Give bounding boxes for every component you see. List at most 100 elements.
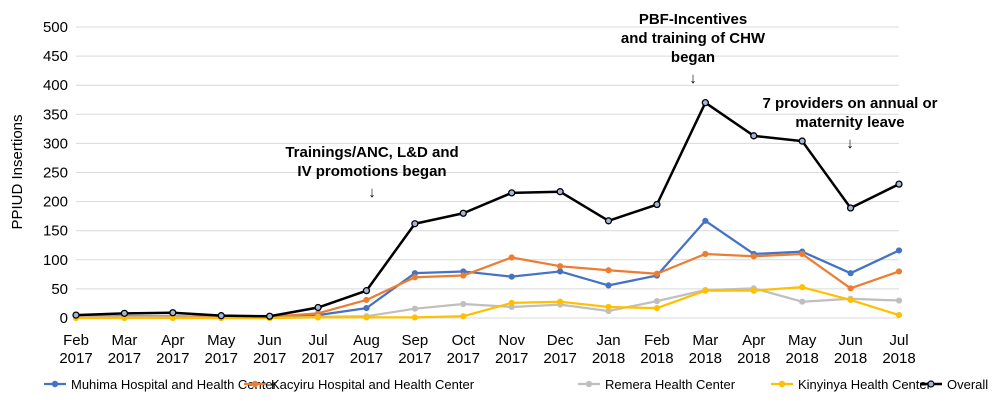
data-point [508,299,515,306]
legend-marker [778,380,786,388]
data-point [411,314,418,321]
data-point [847,296,854,304]
y-tick-label: 400 [43,77,68,94]
data-point [895,297,903,304]
data-point [363,314,370,321]
data-point [799,284,806,291]
y-tick-label: 500 [43,19,68,36]
legend-item: Overall [920,377,988,392]
x-tick-label: Mar 2017 [108,332,141,367]
series-line [75,219,900,319]
legend-label: Kacyiru Hospital and Health Center [271,377,475,392]
x-tick-label: Aug 2017 [350,332,383,367]
data-point [459,209,467,217]
data-point [314,303,322,312]
gridlines [76,26,899,319]
legend-item: Muhima Hospital and Health Center [44,377,278,392]
data-point [653,305,661,312]
data-point [702,287,709,294]
legend-label: Remera Health Center [605,377,736,392]
data-point [411,305,418,312]
series-line [76,286,900,320]
legend-item: Remera Health Center [578,377,736,392]
data-point [411,220,419,228]
x-tick-label: Jun 2018 [834,332,867,367]
legend-marker [585,380,593,388]
y-tick-label: 350 [43,106,68,123]
data-point [460,300,467,308]
data-point [653,200,661,209]
legend-item: Kinyinya Health Center [771,377,932,392]
x-tick-label: Dec 2017 [543,332,576,367]
data-point [847,270,854,277]
annotation: PBF-Incentives and training of CHW began ↓ [621,11,766,87]
x-tick-label: Oct 2017 [447,332,480,367]
data-point [557,268,564,275]
annotation: 7 providers on annual or maternity leave ↓ [762,95,937,152]
legend-label: Kinyinya Health Center [798,377,932,392]
annotation-text: Trainings/ANC, L&D and IV promotions bega… [285,144,458,180]
data-point [314,314,322,321]
x-tick-label: Jul 2017 [301,332,334,367]
data-point [799,298,806,305]
series-lines [72,99,903,322]
data-point [363,305,370,312]
data-point [750,253,757,260]
data-point [557,263,564,270]
data-point [557,298,564,305]
annotation-arrow: ↓ [689,70,697,87]
x-tick-label: Apr 2017 [156,332,189,367]
data-point [508,189,516,197]
data-point [895,180,903,188]
legend-item: Kacyiru Hospital and Health Center [244,377,475,392]
x-tick-label: Nov 2017 [495,332,528,367]
legend-label: Muhima Hospital and Health Center [71,377,278,392]
data-point [556,188,564,196]
data-point [798,137,806,145]
y-tick-label: 150 [43,223,68,240]
legend-marker [251,380,259,388]
data-point [604,217,613,225]
data-point [799,250,806,258]
y-tick-label: 200 [43,194,68,211]
data-point [460,313,467,320]
data-point [362,286,371,295]
data-point [217,312,225,320]
data-point [895,268,903,275]
data-point [169,309,177,317]
data-point [702,217,709,224]
data-point [702,250,709,258]
y-axis-label: PPIUD Insertions [9,114,26,229]
data-point [411,274,418,281]
annotations: Trainings/ANC, L&D and IV promotions bega… [285,11,937,201]
annotation-arrow: ↓ [368,184,376,201]
x-tick-label: Apr 2018 [737,332,770,367]
y-tick-label: 0 [60,310,68,327]
data-point [508,273,515,280]
annotation-text: 7 providers on annual or maternity leave [762,95,937,131]
x-tick-label: Sep 2017 [398,332,431,367]
data-point [605,282,612,289]
x-tick-label: Feb 2017 [59,332,92,367]
y-tick-label: 250 [43,165,68,182]
data-point [847,285,854,292]
data-point [701,99,710,107]
x-tick-label: Mar 2018 [689,332,722,367]
data-point [508,254,515,261]
annotation: Trainings/ANC, L&D and IV promotions bega… [285,144,458,201]
data-point [750,132,758,140]
data-point [895,247,903,254]
data-point [895,311,903,319]
data-point [460,272,467,279]
x-tick-label: Jan 2018 [592,332,625,367]
x-tick-label: Jun 2017 [253,332,286,367]
legend-label: Overall [947,377,988,392]
data-point [846,204,855,212]
series-line [75,101,900,318]
y-axis-ticks: 0 50 100 150 200 250 300 350 400 450 500 [43,19,68,327]
y-tick-label: 300 [43,135,68,152]
data-point [750,287,757,294]
y-tick-label: 450 [43,48,68,65]
y-tick-label: 100 [43,252,68,269]
